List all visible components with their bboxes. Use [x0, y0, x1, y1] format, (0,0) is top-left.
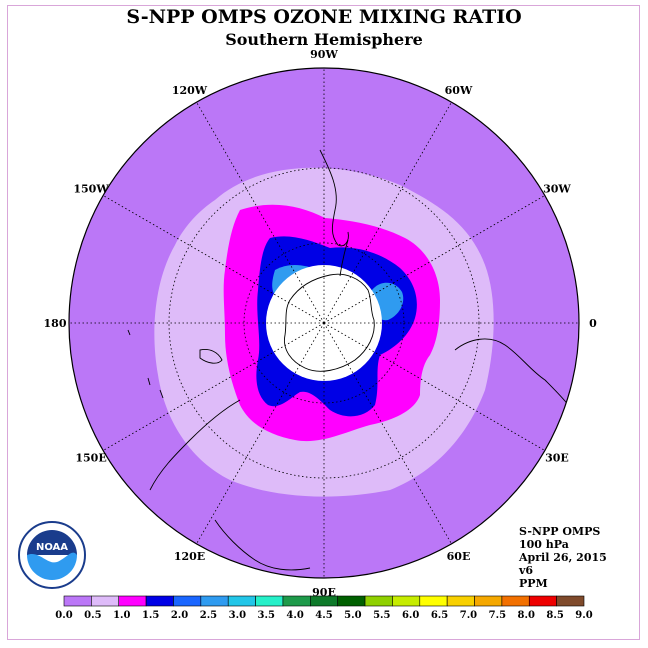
map-subtitle: Southern Hemisphere	[225, 30, 423, 49]
longitude-label: 0	[589, 317, 597, 330]
info-instrument: S-NPP OMPS	[519, 525, 601, 538]
info-units: PPM	[519, 577, 548, 590]
info-panel: S-NPP OMPS 100 hPa April 26, 2015 v6 PPM	[519, 525, 607, 590]
coastlines	[127, 149, 579, 571]
meridian-line	[196, 322, 325, 545]
longitude-label: 150E	[75, 452, 106, 465]
longitude-label: 30W	[543, 183, 571, 196]
longitude-label: 60W	[445, 84, 473, 97]
meridian-line	[323, 322, 452, 545]
meridian-line	[323, 322, 546, 451]
longitude-label: 90W	[310, 48, 338, 61]
info-date: April 26, 2015	[519, 551, 607, 564]
longitude-label: 120E	[174, 550, 205, 563]
meridian-line	[102, 195, 325, 324]
meridian-line	[323, 101, 452, 324]
info-version: v6	[519, 564, 534, 577]
meridian-line	[196, 101, 325, 324]
longitude-label: 180	[44, 317, 67, 330]
longitude-label: 120W	[172, 84, 208, 97]
graticule	[69, 68, 579, 578]
info-level: 100 hPa	[519, 538, 569, 551]
longitude-label: 60E	[447, 550, 471, 563]
noaa-logo: NOAA	[18, 521, 86, 589]
longitude-label: 30E	[545, 452, 569, 465]
longitude-label: 150W	[73, 183, 109, 196]
map-title: S-NPP OMPS OZONE MIXING RATIO	[126, 6, 522, 28]
meridian-line	[102, 322, 325, 451]
logo-text: NOAA	[36, 542, 68, 553]
longitude-labels: 90W 60W 30W 0 30E 60E 90E 120E 150E 180 150W 120W	[44, 48, 598, 599]
latitude-circle	[168, 167, 480, 479]
map-boundary	[68, 67, 580, 579]
figure-frame	[7, 5, 640, 640]
longitude-label: 90E	[312, 586, 336, 599]
meridian-line	[323, 195, 546, 324]
